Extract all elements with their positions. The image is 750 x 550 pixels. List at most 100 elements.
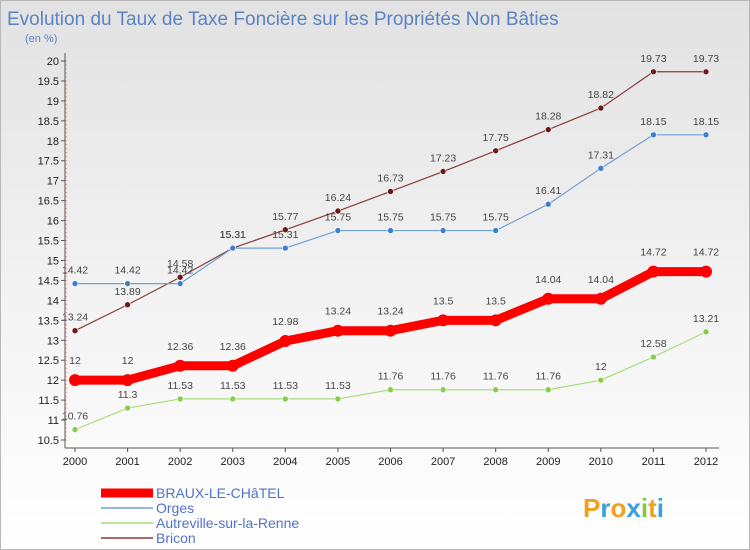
data-point xyxy=(124,280,131,287)
data-label: 11.76 xyxy=(536,371,562,383)
data-point xyxy=(384,324,397,337)
series: 12 12 12.36 12.36 12.98 13.24 13.24 13.5 13.5 14.… xyxy=(69,247,719,387)
y-tick-label: 19 xyxy=(47,96,59,108)
data-label: 16.41 xyxy=(535,185,561,197)
data-label: 12.36 xyxy=(167,341,193,353)
legend-label: BRAUX-LE-CHâTEL xyxy=(156,485,285,501)
data-point xyxy=(279,335,292,348)
data-label: 15.75 xyxy=(325,212,351,224)
x-tick-label: 2006 xyxy=(378,456,402,468)
x-tick-label: 2011 xyxy=(642,456,666,468)
y-tick-label: 13.5 xyxy=(38,315,59,327)
x-tick-label: 2009 xyxy=(536,456,560,468)
data-label: 12 xyxy=(595,361,607,373)
data-label: 12.58 xyxy=(640,338,666,350)
data-label: 14.04 xyxy=(535,274,561,286)
data-label: 18.82 xyxy=(588,89,614,101)
data-point xyxy=(387,386,394,394)
data-point xyxy=(544,126,552,133)
data-label: 13.89 xyxy=(114,286,140,298)
data-label: 11.76 xyxy=(378,371,404,383)
data-label: 15.75 xyxy=(430,212,456,224)
data-label: 15.31 xyxy=(220,229,246,241)
data-point xyxy=(702,131,710,139)
data-point xyxy=(597,104,605,112)
y-tick-label: 15.5 xyxy=(38,236,59,248)
logo-letter: P xyxy=(583,493,600,523)
data-label: 16.73 xyxy=(377,172,403,184)
data-point xyxy=(176,395,184,403)
y-tick-label: 17.5 xyxy=(38,156,59,168)
y-tick-label: 20 xyxy=(47,56,59,68)
x-tick-label: 2007 xyxy=(431,456,455,468)
data-point xyxy=(439,168,447,175)
y-tick-label: 11 xyxy=(48,415,59,427)
data-point xyxy=(176,280,184,287)
data-point xyxy=(229,395,237,403)
y-tick-label: 18 xyxy=(47,136,59,148)
y-tick-label: 18.5 xyxy=(38,116,59,128)
x-tick-label: 2005 xyxy=(326,456,350,468)
logo-letter: i xyxy=(657,493,664,523)
logo-letter: x xyxy=(626,493,641,523)
data-label: 15.75 xyxy=(377,212,403,224)
data-label: 11.53 xyxy=(273,380,299,392)
data-label: 14.42 xyxy=(114,265,140,277)
y-tick-label: 11.5 xyxy=(38,395,59,407)
data-label: 11.3 xyxy=(118,389,138,401)
data-label: 18.28 xyxy=(535,111,561,123)
data-label: 12.98 xyxy=(272,316,298,328)
data-point xyxy=(282,395,289,403)
x-tick-label: 2012 xyxy=(694,456,718,468)
y-tick-label: 14.5 xyxy=(38,275,59,287)
data-label: 15.31 xyxy=(220,229,246,241)
data-point xyxy=(597,376,605,384)
data-point xyxy=(492,386,499,394)
data-point xyxy=(334,395,342,403)
data-label: 14.42 xyxy=(62,265,88,277)
data-label: 15.77 xyxy=(272,211,298,223)
data-point xyxy=(124,301,131,309)
data-label: 14.42 xyxy=(167,265,193,277)
series: 14.42 14.42 14.42 15.31 15.31 15.75 15.75 15.75… xyxy=(62,116,719,287)
data-point xyxy=(492,147,499,155)
x-tick-label: 2008 xyxy=(483,456,507,468)
data-label: 14.72 xyxy=(693,247,719,259)
data-point xyxy=(334,207,342,215)
data-point xyxy=(439,386,447,394)
y-tick-label: 12.5 xyxy=(38,355,59,367)
data-point xyxy=(489,314,502,327)
x-tick-label: 2000 xyxy=(63,456,87,468)
data-point xyxy=(594,292,607,305)
series: 10.76 11.3 11.53 11.53 11.53 11.53 11.76 11.76 1… xyxy=(62,313,719,433)
data-point xyxy=(647,265,660,278)
data-label: 11.76 xyxy=(483,371,509,383)
data-label: 15.31 xyxy=(272,229,298,241)
data-point xyxy=(71,426,79,433)
data-label: 16.24 xyxy=(325,192,351,204)
proxiti-logo: Proxiti xyxy=(583,493,664,523)
data-label: 18.15 xyxy=(693,116,719,128)
data-label: 13.24 xyxy=(325,306,351,318)
data-point xyxy=(124,404,131,412)
logo-letter: i xyxy=(641,493,648,523)
data-label: 13.21 xyxy=(693,313,719,325)
data-point xyxy=(71,327,79,334)
data-point xyxy=(544,386,552,394)
data-label: 17.23 xyxy=(430,153,456,165)
data-label: 19.73 xyxy=(693,53,719,65)
data-point xyxy=(334,227,342,234)
plot-area: 13.24 13.89 14.58 15.31 15.77 16.24 16.73 17.23… xyxy=(62,53,719,433)
y-tick-label: 10.5 xyxy=(38,435,59,447)
legend-label: Orges xyxy=(156,500,194,516)
legend: BRAUX-LE-CHâTELOrgesAutreville-sur-la-Re… xyxy=(101,485,299,546)
data-point xyxy=(597,165,605,172)
logo-letter: r xyxy=(600,493,610,523)
data-label: 17.31 xyxy=(588,149,614,161)
data-point xyxy=(174,359,187,372)
data-point xyxy=(492,227,499,234)
data-point xyxy=(282,226,289,234)
data-label: 11.53 xyxy=(325,380,351,392)
data-point xyxy=(387,188,394,195)
